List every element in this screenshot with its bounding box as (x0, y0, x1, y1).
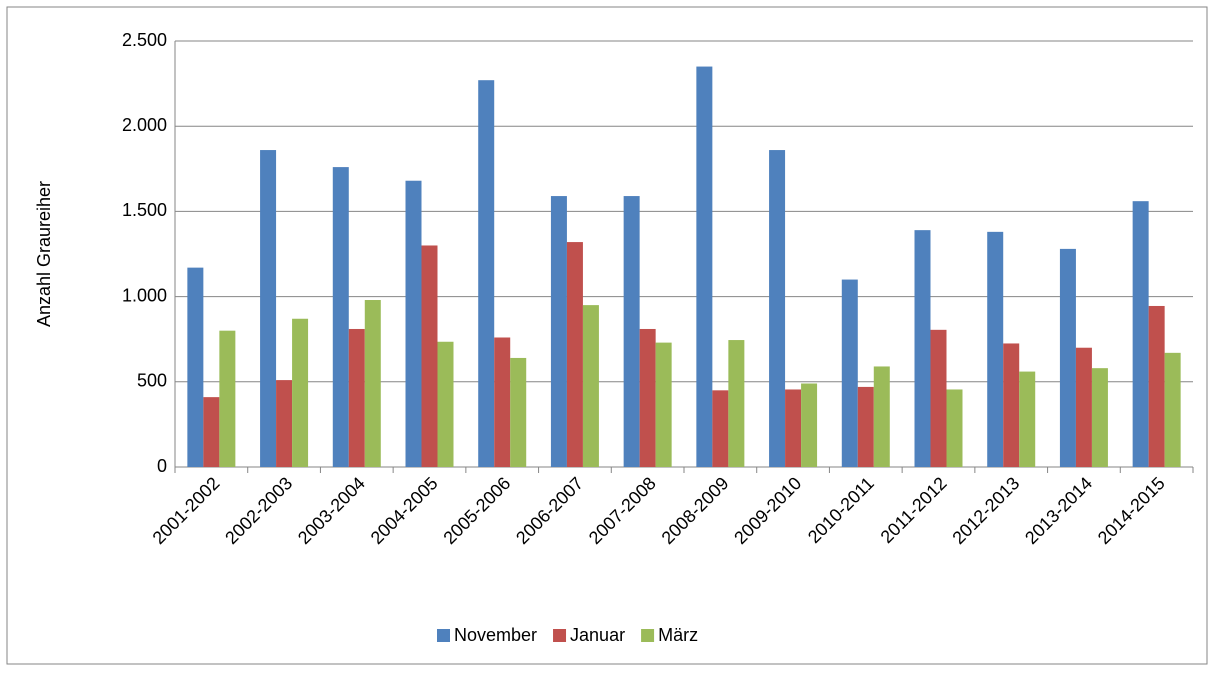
bar (639, 328, 656, 467)
bar (1075, 347, 1092, 467)
bar (364, 300, 381, 467)
bar (421, 245, 438, 467)
legend-swatch (641, 629, 655, 642)
bar (332, 167, 349, 467)
legend-label: März (658, 625, 698, 645)
bar (728, 340, 745, 467)
bar (873, 366, 890, 467)
bar (914, 230, 931, 467)
bar (510, 357, 527, 467)
bar (1059, 248, 1076, 467)
bar (1132, 201, 1149, 467)
bar (219, 330, 236, 467)
legend-label: November (454, 625, 537, 645)
bar (987, 231, 1004, 467)
bar (801, 383, 818, 467)
bar (437, 341, 454, 467)
bar (1019, 371, 1036, 467)
bar (1091, 368, 1108, 467)
y-tick-label: 1.000 (122, 285, 167, 305)
bar (348, 328, 365, 467)
y-axis-title: Anzahl Graureiher (34, 181, 54, 327)
y-tick-label: 1.500 (122, 200, 167, 220)
bar (478, 80, 495, 467)
bar (1164, 352, 1181, 467)
bar (187, 267, 204, 467)
bar (930, 329, 947, 467)
bar (203, 397, 220, 467)
bar (550, 196, 567, 467)
y-tick-label: 0 (157, 456, 167, 476)
legend-label: Januar (570, 625, 625, 645)
bar (292, 318, 309, 467)
bar (566, 242, 583, 467)
bar (276, 380, 293, 467)
y-tick-label: 500 (137, 371, 167, 391)
chart-frame (6, 6, 1208, 665)
bar (494, 337, 511, 467)
bar (785, 389, 802, 467)
y-tick-label: 2.500 (122, 30, 167, 50)
bar (623, 196, 640, 467)
bar (655, 342, 672, 467)
bar (1148, 305, 1165, 467)
bar (857, 386, 874, 467)
y-tick-label: 2.000 (122, 115, 167, 135)
bar (696, 66, 713, 467)
legend-swatch (437, 629, 450, 642)
bar (841, 279, 858, 467)
bar (405, 180, 422, 467)
bar (1003, 343, 1020, 467)
bar (582, 305, 599, 467)
bar (712, 390, 729, 467)
bar (260, 150, 277, 467)
bar (769, 150, 786, 467)
bar (946, 389, 963, 467)
legend-swatch (553, 629, 567, 642)
